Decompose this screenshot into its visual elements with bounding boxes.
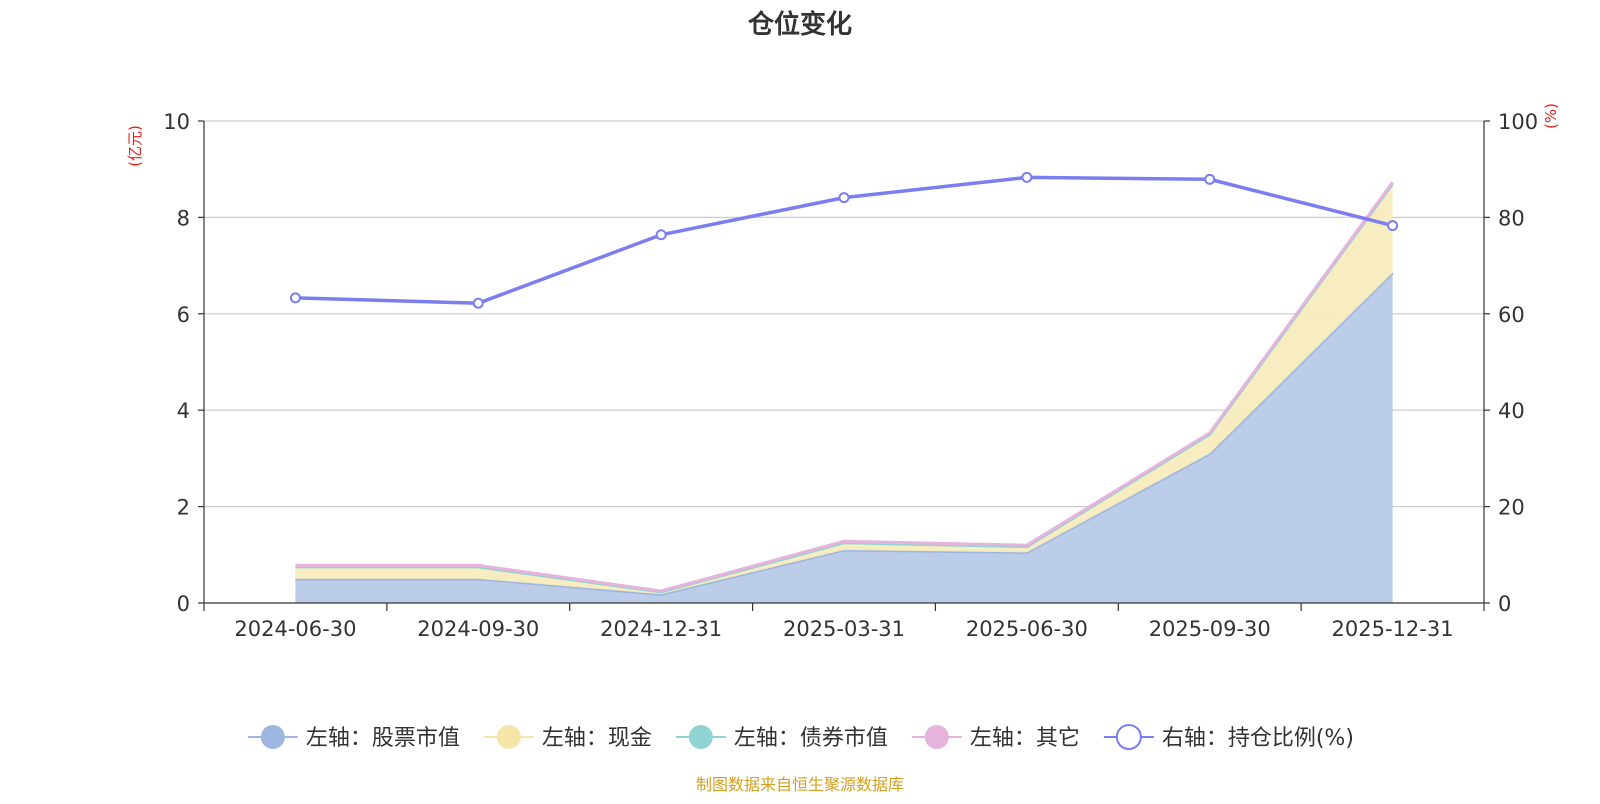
legend-label: 左轴：股票市值	[306, 726, 460, 751]
x-axis-tick-label: 2025-03-31	[783, 617, 905, 641]
legend-item-3: 左轴：其它	[911, 725, 1080, 751]
legend-item-2: 左轴：债券市值	[675, 725, 888, 751]
ratio-point	[655, 229, 667, 241]
ratio-point	[472, 297, 484, 309]
legend-item-0: 左轴：股票市值	[247, 725, 460, 751]
left-axis-unit-label: (亿元)	[126, 125, 144, 167]
chart-title: 仓位变化	[747, 9, 852, 40]
left-axis-tick-label: 2	[177, 496, 190, 520]
legend-label: 右轴：持仓比例(%)	[1162, 726, 1354, 751]
area-edge-左轴：其它	[295, 181, 1394, 593]
left-axis-tick-label: 10	[163, 110, 190, 134]
ratio-point	[838, 192, 850, 204]
ratio-line	[289, 171, 1399, 309]
right-axis-tick-label: 20	[1498, 496, 1525, 520]
x-axis-tick-label: 2024-06-30	[234, 617, 356, 641]
legend-label: 左轴：现金	[542, 726, 652, 751]
right-axis-tick-label: 40	[1498, 399, 1525, 423]
left-axis-tick-label: 0	[177, 592, 190, 616]
right-axis-tick-label: 100	[1498, 110, 1538, 134]
right-axis-tick-label: 60	[1498, 303, 1525, 327]
stacked-areas	[295, 181, 1394, 603]
legend-circle-marker	[260, 725, 285, 749]
legend: 左轴：股票市值 左轴：现金 左轴：债券市值 左轴：其它 右轴：持仓比例(%)	[247, 724, 1354, 751]
x-axis-tick-label: 2025-06-30	[966, 617, 1088, 641]
x-axis-tick-label: 2025-12-31	[1332, 617, 1454, 641]
x-axis-tick-label: 2024-09-30	[417, 617, 539, 641]
legend-item-4: 右轴：持仓比例(%)	[1103, 724, 1354, 751]
legend-circle-marker	[496, 725, 521, 749]
area-左轴：股票市值	[295, 272, 1393, 603]
ratio-point	[1204, 173, 1216, 185]
legend-circle-marker	[1115, 724, 1142, 750]
right-axis-unit-label: (%)	[1542, 103, 1560, 129]
right-axis-tick-label: 0	[1498, 592, 1511, 616]
ratio-point	[1387, 220, 1399, 232]
right-axis-tick-label: 80	[1498, 206, 1525, 230]
left-axis-tick-label: 4	[177, 399, 190, 423]
legend-label: 左轴：债券市值	[734, 726, 888, 751]
x-axis-tick-label: 2025-09-30	[1149, 617, 1271, 641]
legend-circle-marker	[688, 725, 713, 749]
legend-label: 左轴：其它	[970, 726, 1080, 751]
ratio-point	[289, 292, 301, 304]
left-axis-tick-label: 8	[177, 206, 190, 230]
x-axis-tick-label: 2024-12-31	[600, 617, 722, 641]
ratio-point	[1021, 171, 1033, 183]
legend-item-1: 左轴：现金	[483, 725, 652, 751]
legend-circle-marker	[924, 725, 949, 749]
source-note: 制图数据来自恒生聚源数据库	[696, 775, 904, 794]
left-axis-tick-label: 6	[177, 303, 190, 327]
